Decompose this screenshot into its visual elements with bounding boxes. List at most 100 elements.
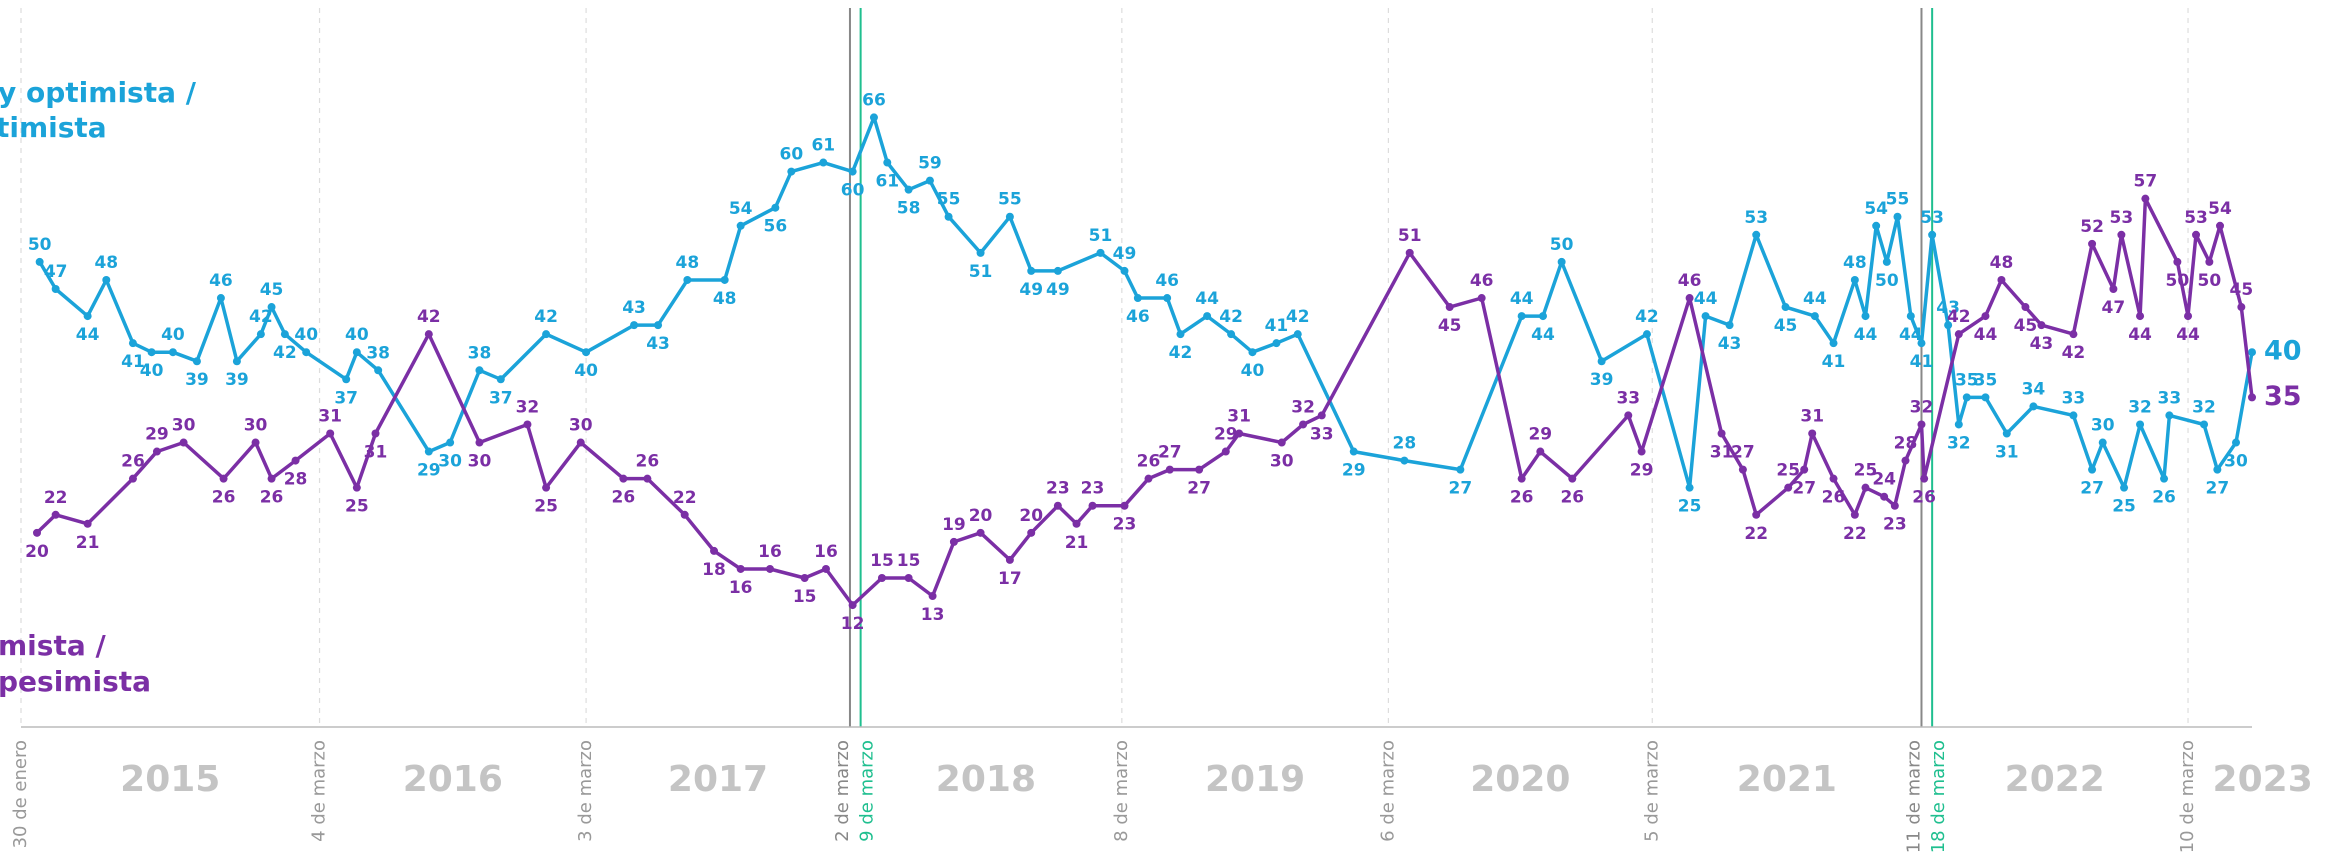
data-point: [51, 510, 60, 519]
data-point: [848, 601, 857, 610]
data-label: 23: [1883, 515, 1907, 535]
x-tick-label: 18 de marzo: [1928, 740, 1949, 853]
data-point: [1725, 321, 1734, 330]
data-point: [630, 321, 639, 330]
data-point: [1906, 312, 1915, 321]
end-label: 40: [2264, 336, 2302, 367]
year-label: 2015: [120, 759, 220, 800]
data-label: 47: [44, 262, 68, 282]
data-label: 22: [1744, 524, 1768, 544]
data-point: [2069, 330, 2078, 339]
data-label: 60: [841, 181, 865, 201]
data-point: [424, 330, 433, 339]
data-label: 31: [1995, 442, 2019, 462]
data-point: [302, 348, 311, 357]
data-label: 25: [2112, 497, 2136, 517]
data-point: [2173, 257, 2182, 266]
legend-text: pesimista: [0, 665, 151, 698]
data-label: 50: [2198, 271, 2222, 291]
x-tick-label: 9 de marzo: [857, 740, 878, 842]
data-point: [2117, 230, 2126, 239]
data-label: 51: [1398, 226, 1422, 246]
data-label: 58: [897, 199, 921, 219]
data-point: [1405, 248, 1414, 257]
data-point: [1176, 330, 1185, 339]
data-label: 60: [779, 145, 803, 165]
data-label: 44: [1854, 325, 1878, 345]
data-label: 50: [1875, 271, 1899, 291]
data-point: [883, 158, 892, 167]
data-point: [904, 573, 913, 582]
data-label: 29: [1342, 461, 1366, 481]
data-point: [1781, 303, 1790, 312]
data-point: [1165, 465, 1174, 474]
legend-text: y optimista /: [0, 76, 197, 109]
data-label: 28: [284, 470, 308, 490]
data-point: [1928, 230, 1937, 239]
data-point: [1277, 438, 1286, 447]
data-point: [1053, 501, 1062, 510]
data-point: [2136, 420, 2145, 429]
data-label: 35: [1974, 370, 1998, 390]
data-label: 39: [185, 370, 209, 390]
data-point: [1954, 330, 1963, 339]
data-label: 45: [2230, 280, 2254, 300]
data-point: [1890, 501, 1899, 510]
data-label: 43: [646, 334, 670, 354]
data-point: [1861, 312, 1870, 321]
data-point: [1272, 339, 1281, 348]
data-point: [1701, 312, 1710, 321]
data-label: 23: [1081, 479, 1105, 499]
data-point: [2200, 420, 2209, 429]
data-point: [2002, 429, 2011, 438]
data-point: [1538, 312, 1547, 321]
year-label: 2023: [2213, 759, 2313, 800]
data-label: 30: [172, 416, 196, 436]
data-label: 45: [1774, 316, 1798, 336]
data-point: [1954, 420, 1963, 429]
data-label: 53: [1920, 208, 1944, 228]
data-point: [1944, 321, 1953, 330]
data-label: 44: [76, 325, 100, 345]
data-point: [219, 474, 228, 483]
data-point: [736, 221, 745, 230]
data-point: [1850, 275, 1859, 284]
data-label: 43: [1936, 298, 1960, 318]
data-label: 32: [1910, 397, 1934, 417]
data-point: [1027, 266, 1036, 275]
year-label: 2018: [936, 759, 1036, 800]
data-label: 55: [998, 190, 1022, 210]
data-point: [1962, 393, 1971, 402]
data-point: [232, 357, 241, 366]
year-label: 2017: [668, 759, 768, 800]
data-point: [1784, 483, 1793, 492]
data-label: 56: [763, 217, 787, 237]
data-point: [1195, 465, 1204, 474]
data-label: 30: [1270, 452, 1294, 472]
data-label: 26: [636, 452, 660, 472]
data-label: 26: [1510, 488, 1534, 508]
data-label: 40: [345, 325, 369, 345]
data-label: 28: [1393, 434, 1417, 454]
x-tick-label: 2 de marzo: [832, 740, 853, 842]
data-point: [2037, 321, 2046, 330]
data-label: 57: [2134, 172, 2158, 192]
data-label: 53: [2184, 208, 2208, 228]
data-point: [2184, 312, 2193, 321]
data-label: 29: [1630, 461, 1654, 481]
data-label: 48: [94, 253, 118, 273]
data-label: 44: [2128, 325, 2152, 345]
year-label: 2019: [1205, 759, 1305, 800]
data-label: 42: [417, 307, 441, 327]
data-point: [765, 564, 774, 573]
data-point: [147, 348, 156, 357]
data-point: [1808, 429, 1817, 438]
data-label: 40: [574, 361, 598, 381]
data-point: [643, 474, 652, 483]
data-label: 55: [1886, 190, 1910, 210]
data-point: [1752, 510, 1761, 519]
data-label: 48: [1843, 253, 1867, 273]
data-point: [683, 275, 692, 284]
data-label: 45: [260, 280, 284, 300]
data-label: 31: [1710, 442, 1734, 462]
